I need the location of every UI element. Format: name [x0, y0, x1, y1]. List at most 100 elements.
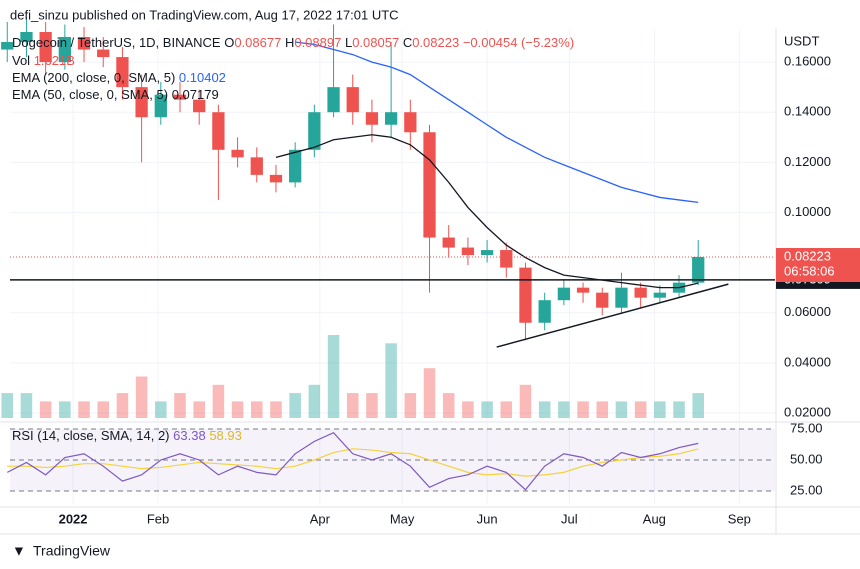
volume-bar	[1, 393, 14, 418]
currency-label: USDT	[784, 33, 819, 48]
volume-bar	[596, 401, 609, 418]
y-tick-label: 0.02000	[784, 404, 831, 419]
legend-value: 0.08223	[412, 35, 459, 50]
candle-body	[442, 237, 455, 248]
volume-bar	[500, 401, 513, 418]
y-tick-label: 0.16000	[784, 54, 831, 69]
volume-bar	[442, 393, 455, 418]
legend-label: RSI (14, close, SMA, 14, 2)	[12, 428, 170, 443]
volume-bar	[39, 401, 52, 418]
candle-body	[519, 267, 532, 323]
volume-bar	[558, 401, 570, 418]
candle-body	[20, 32, 33, 43]
legend-value: 58.93	[209, 428, 242, 443]
legend-label: EMA (200, close, 0, SMA, 5)	[12, 70, 175, 85]
rsi-tick-label: 75.00	[790, 420, 823, 435]
x-tick-label: May	[390, 511, 415, 526]
legend-value: 63.38	[173, 428, 206, 443]
volume-bar	[366, 393, 378, 418]
footer: TradingView	[33, 543, 111, 559]
candle-body	[308, 112, 321, 150]
legend-value: 0.07179	[172, 87, 219, 102]
candle-body	[231, 149, 244, 158]
volume-bar	[634, 401, 647, 418]
candle-body	[596, 292, 609, 308]
legend-label: O	[224, 35, 234, 50]
legend-main: Dogecoin / TetherUS, 1D, BINANCE O0.0867…	[12, 35, 574, 50]
candle-body	[1, 42, 14, 50]
candle-body	[692, 257, 705, 283]
volume-bar	[462, 401, 474, 418]
legend-label: C	[403, 35, 412, 50]
y-tick-label: 0.10000	[784, 204, 831, 219]
candle-body	[538, 300, 551, 323]
legend-value: 0.10402	[179, 70, 226, 85]
y-tick-label: 0.04000	[784, 354, 831, 369]
volume-bar	[116, 393, 129, 418]
candle-body	[557, 287, 571, 301]
candle-body	[500, 250, 513, 268]
volume-bar	[346, 393, 359, 418]
legend-symbol: Dogecoin / TetherUS, 1D, BINANCE	[12, 35, 221, 50]
candle-body	[58, 37, 71, 63]
footer-logo: ▼	[12, 543, 26, 559]
volume-bar	[577, 401, 589, 418]
volume-bar	[385, 343, 397, 418]
candle-body	[269, 174, 283, 183]
y-tick-label: 0.12000	[784, 154, 831, 169]
candle-body	[346, 87, 359, 113]
candle-body	[576, 287, 590, 293]
price-label-box	[776, 248, 860, 283]
candle-body	[212, 112, 225, 150]
x-tick-label: Sep	[728, 511, 751, 526]
candle-body	[97, 49, 110, 58]
candle-body	[39, 32, 52, 63]
volume-bar	[193, 401, 205, 418]
x-tick-label: Jul	[561, 511, 578, 526]
candle-body	[173, 94, 187, 100]
legend-change: −0.00454 (−5.23%)	[463, 35, 574, 50]
volume-bar	[174, 393, 186, 418]
legend-ema50: EMA (50, close, 0, SMA, 5) 0.07179	[12, 87, 219, 102]
volume-bar	[519, 384, 532, 418]
volume-bar	[270, 401, 282, 418]
legend-volume: Vol 1.621B	[12, 53, 75, 68]
volume-bar	[654, 401, 666, 418]
candle-body	[77, 37, 91, 50]
y-tick-label: 0.06000	[784, 304, 831, 319]
rsi-tick-label: 50.00	[790, 451, 823, 466]
volume-bar	[615, 401, 628, 418]
plot	[1, 16, 775, 505]
legend-label: EMA (50, close, 0, SMA, 5)	[12, 87, 168, 102]
legend-label: Vol	[12, 53, 30, 68]
x-tick-label: Feb	[147, 511, 169, 526]
candle-body	[365, 112, 379, 125]
candle-body	[423, 132, 436, 238]
volume-bar	[135, 376, 148, 418]
candle-body	[154, 94, 167, 118]
candle-body	[250, 157, 263, 175]
x-tick-label: 2022	[59, 511, 88, 526]
rsi-tick-label: 25.00	[790, 482, 823, 497]
countdown-label: 06:58:06	[784, 263, 835, 278]
ema50-line	[275, 134, 699, 289]
chart-title: defi_sinzu published on TradingView.com,…	[10, 7, 399, 22]
volume-bar	[423, 368, 436, 418]
volume-bar	[538, 401, 551, 418]
candle-body	[327, 87, 340, 113]
legend-value: 0.08057	[352, 35, 399, 50]
ema200-line	[295, 41, 699, 204]
legend-ema200: EMA (200, close, 0, SMA, 5) 0.10402	[12, 70, 226, 85]
candle-body	[634, 287, 647, 298]
volume-bar	[59, 401, 71, 418]
volume-bar	[481, 401, 493, 418]
volume-bar	[673, 401, 685, 418]
legend-label: H	[285, 35, 294, 50]
candle-body	[615, 287, 628, 308]
rsi-line	[6, 431, 699, 491]
volume-bar	[212, 384, 225, 418]
volume-bar	[308, 384, 321, 418]
volume-bar	[251, 401, 263, 418]
candle-body	[289, 149, 302, 183]
